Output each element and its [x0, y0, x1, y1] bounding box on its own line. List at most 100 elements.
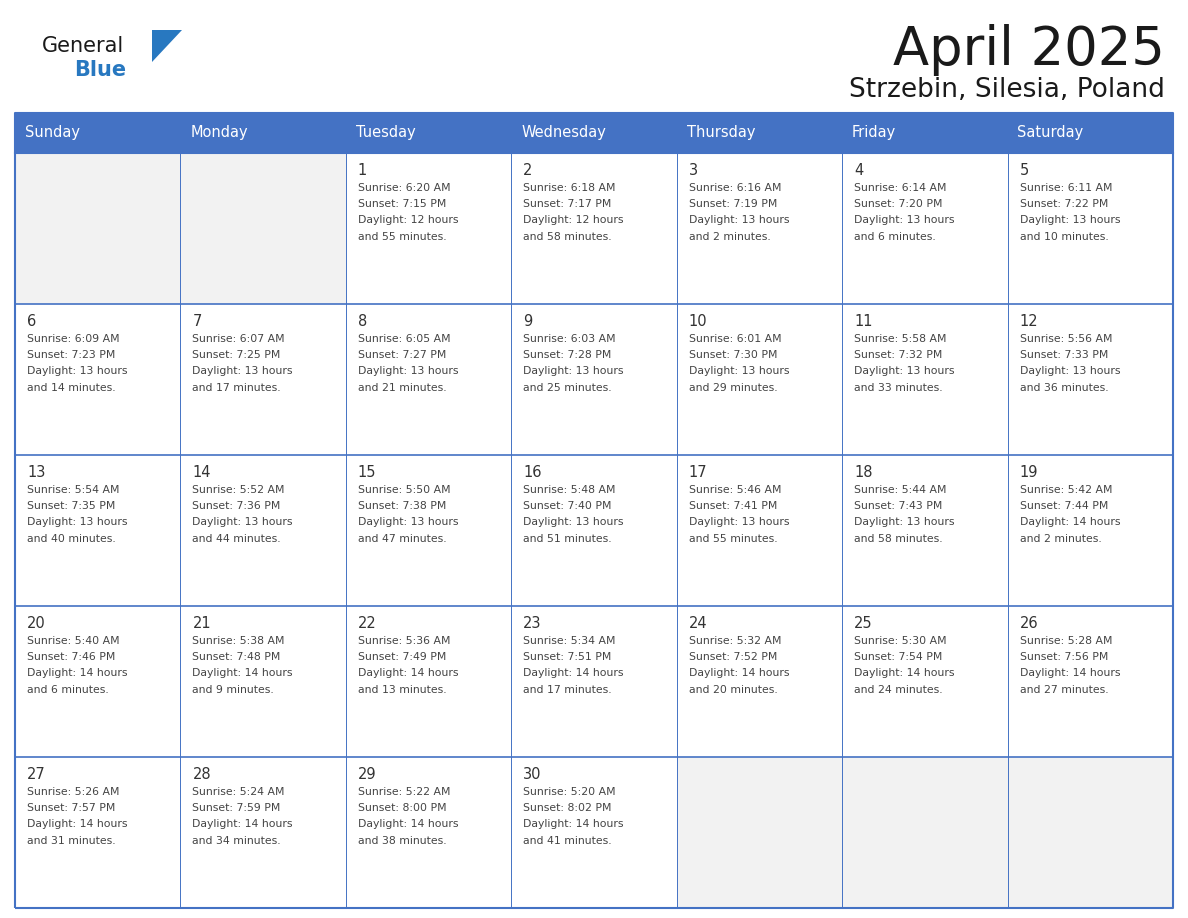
- Text: 4: 4: [854, 163, 864, 178]
- Text: Sunrise: 5:28 AM: Sunrise: 5:28 AM: [1019, 636, 1112, 646]
- Text: and 31 minutes.: and 31 minutes.: [27, 835, 115, 845]
- Text: Sunset: 7:23 PM: Sunset: 7:23 PM: [27, 350, 115, 360]
- Text: Daylight: 14 hours: Daylight: 14 hours: [689, 668, 789, 678]
- Text: Daylight: 13 hours: Daylight: 13 hours: [854, 366, 955, 376]
- Text: Daylight: 14 hours: Daylight: 14 hours: [358, 820, 459, 829]
- Bar: [842, 113, 1007, 153]
- Bar: [677, 757, 842, 908]
- Text: 12: 12: [1019, 314, 1038, 329]
- Text: Sunrise: 6:07 AM: Sunrise: 6:07 AM: [192, 334, 285, 344]
- Text: Daylight: 13 hours: Daylight: 13 hours: [689, 518, 789, 528]
- Text: Sunset: 7:44 PM: Sunset: 7:44 PM: [1019, 501, 1108, 511]
- Bar: [15, 153, 181, 304]
- Bar: [511, 455, 677, 606]
- Text: April 2025: April 2025: [893, 24, 1165, 76]
- Text: and 33 minutes.: and 33 minutes.: [854, 383, 943, 393]
- Bar: [1007, 113, 1173, 153]
- Text: Sunrise: 6:03 AM: Sunrise: 6:03 AM: [523, 334, 615, 344]
- Bar: [181, 304, 346, 455]
- Text: Sunset: 7:59 PM: Sunset: 7:59 PM: [192, 803, 280, 813]
- Bar: [677, 113, 842, 153]
- Text: Sunset: 8:02 PM: Sunset: 8:02 PM: [523, 803, 612, 813]
- Text: Sunrise: 5:54 AM: Sunrise: 5:54 AM: [27, 485, 120, 495]
- Bar: [1007, 153, 1173, 304]
- Text: Sunset: 7:32 PM: Sunset: 7:32 PM: [854, 350, 942, 360]
- Text: Sunset: 7:25 PM: Sunset: 7:25 PM: [192, 350, 280, 360]
- Text: Sunset: 7:57 PM: Sunset: 7:57 PM: [27, 803, 115, 813]
- Text: Daylight: 13 hours: Daylight: 13 hours: [523, 518, 624, 528]
- Bar: [1007, 455, 1173, 606]
- Text: Daylight: 14 hours: Daylight: 14 hours: [27, 668, 127, 678]
- Text: Sunrise: 5:30 AM: Sunrise: 5:30 AM: [854, 636, 947, 646]
- Text: Sunrise: 5:22 AM: Sunrise: 5:22 AM: [358, 787, 450, 797]
- Text: Sunset: 7:17 PM: Sunset: 7:17 PM: [523, 199, 612, 209]
- Text: Daylight: 13 hours: Daylight: 13 hours: [523, 366, 624, 376]
- Text: Sunrise: 5:46 AM: Sunrise: 5:46 AM: [689, 485, 782, 495]
- Text: 19: 19: [1019, 465, 1038, 480]
- Bar: [1007, 606, 1173, 757]
- Text: and 9 minutes.: and 9 minutes.: [192, 685, 274, 695]
- Text: and 55 minutes.: and 55 minutes.: [358, 231, 447, 241]
- Text: Sunset: 7:46 PM: Sunset: 7:46 PM: [27, 652, 115, 662]
- Text: Daylight: 13 hours: Daylight: 13 hours: [27, 366, 127, 376]
- Bar: [842, 153, 1007, 304]
- Text: Sunset: 7:41 PM: Sunset: 7:41 PM: [689, 501, 777, 511]
- Text: Sunrise: 5:20 AM: Sunrise: 5:20 AM: [523, 787, 615, 797]
- Text: and 27 minutes.: and 27 minutes.: [1019, 685, 1108, 695]
- Text: and 34 minutes.: and 34 minutes.: [192, 835, 282, 845]
- Text: and 13 minutes.: and 13 minutes.: [358, 685, 447, 695]
- Text: and 58 minutes.: and 58 minutes.: [523, 231, 612, 241]
- Text: 6: 6: [27, 314, 37, 329]
- Text: Sunset: 8:00 PM: Sunset: 8:00 PM: [358, 803, 447, 813]
- Text: Sunrise: 6:16 AM: Sunrise: 6:16 AM: [689, 183, 782, 193]
- Text: 28: 28: [192, 767, 211, 782]
- Bar: [15, 113, 181, 153]
- Text: Daylight: 12 hours: Daylight: 12 hours: [358, 216, 459, 226]
- Text: Sunset: 7:30 PM: Sunset: 7:30 PM: [689, 350, 777, 360]
- Text: Sunset: 7:28 PM: Sunset: 7:28 PM: [523, 350, 612, 360]
- Bar: [511, 606, 677, 757]
- Text: Daylight: 13 hours: Daylight: 13 hours: [1019, 216, 1120, 226]
- Bar: [181, 153, 346, 304]
- Text: Sunrise: 5:26 AM: Sunrise: 5:26 AM: [27, 787, 120, 797]
- Text: Sunset: 7:35 PM: Sunset: 7:35 PM: [27, 501, 115, 511]
- Text: Sunrise: 5:36 AM: Sunrise: 5:36 AM: [358, 636, 450, 646]
- Text: Sunrise: 5:50 AM: Sunrise: 5:50 AM: [358, 485, 450, 495]
- Text: and 38 minutes.: and 38 minutes.: [358, 835, 447, 845]
- Bar: [511, 153, 677, 304]
- Text: 8: 8: [358, 314, 367, 329]
- Text: and 21 minutes.: and 21 minutes.: [358, 383, 447, 393]
- Text: Daylight: 14 hours: Daylight: 14 hours: [854, 668, 955, 678]
- Text: Sunset: 7:51 PM: Sunset: 7:51 PM: [523, 652, 612, 662]
- Text: Daylight: 13 hours: Daylight: 13 hours: [1019, 366, 1120, 376]
- Text: 1: 1: [358, 163, 367, 178]
- Text: Sunset: 7:40 PM: Sunset: 7:40 PM: [523, 501, 612, 511]
- Text: Daylight: 13 hours: Daylight: 13 hours: [854, 216, 955, 226]
- Bar: [677, 304, 842, 455]
- Text: Sunrise: 6:11 AM: Sunrise: 6:11 AM: [1019, 183, 1112, 193]
- Text: and 14 minutes.: and 14 minutes.: [27, 383, 115, 393]
- Bar: [842, 757, 1007, 908]
- Text: and 36 minutes.: and 36 minutes.: [1019, 383, 1108, 393]
- Text: Sunset: 7:38 PM: Sunset: 7:38 PM: [358, 501, 447, 511]
- Text: Daylight: 13 hours: Daylight: 13 hours: [192, 518, 293, 528]
- Bar: [346, 757, 511, 908]
- Text: 24: 24: [689, 616, 707, 631]
- Bar: [511, 113, 677, 153]
- Text: 14: 14: [192, 465, 211, 480]
- Text: Daylight: 13 hours: Daylight: 13 hours: [854, 518, 955, 528]
- Bar: [511, 304, 677, 455]
- Text: Sunrise: 5:52 AM: Sunrise: 5:52 AM: [192, 485, 285, 495]
- Text: and 40 minutes.: and 40 minutes.: [27, 533, 115, 543]
- Text: Sunrise: 5:40 AM: Sunrise: 5:40 AM: [27, 636, 120, 646]
- Bar: [346, 455, 511, 606]
- Text: Daylight: 14 hours: Daylight: 14 hours: [192, 820, 293, 829]
- Text: 25: 25: [854, 616, 873, 631]
- Text: 29: 29: [358, 767, 377, 782]
- Text: Sunrise: 6:20 AM: Sunrise: 6:20 AM: [358, 183, 450, 193]
- Bar: [346, 153, 511, 304]
- Text: Daylight: 14 hours: Daylight: 14 hours: [523, 668, 624, 678]
- Text: Blue: Blue: [74, 60, 126, 80]
- Polygon shape: [152, 30, 182, 62]
- Text: Sunrise: 5:42 AM: Sunrise: 5:42 AM: [1019, 485, 1112, 495]
